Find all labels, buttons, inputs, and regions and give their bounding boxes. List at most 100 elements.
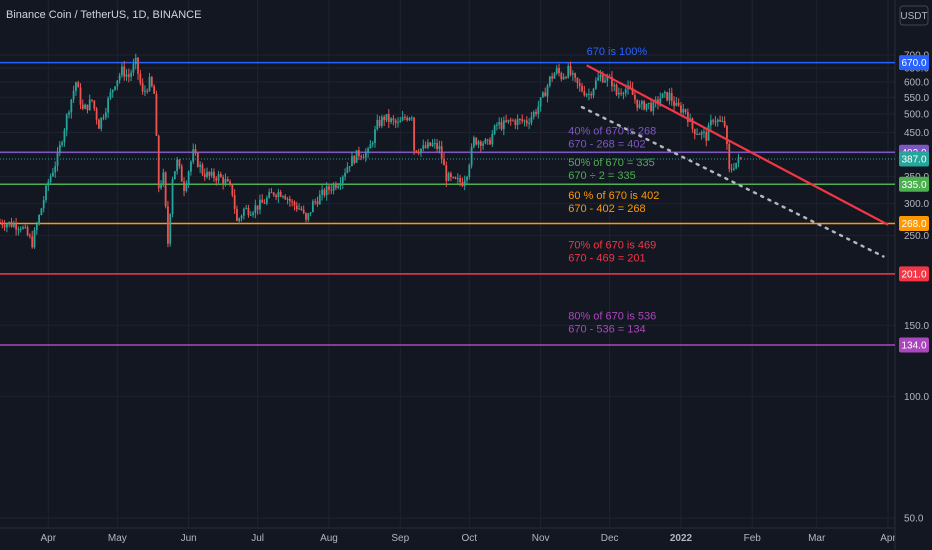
candle-body	[19, 228, 22, 230]
candle-body	[447, 173, 450, 181]
currency-badge-text: USDT	[900, 11, 927, 22]
candle-body	[24, 227, 27, 229]
candle-body	[109, 92, 112, 99]
candle-body	[201, 164, 204, 175]
candle-body	[445, 165, 448, 181]
candle-body	[403, 117, 406, 119]
candle-body	[40, 208, 43, 216]
candle-body	[493, 125, 496, 134]
candle-body	[592, 88, 595, 96]
candle-body	[199, 164, 202, 167]
annotation-text: 670 - 402 = 268	[568, 203, 645, 215]
candle-body	[236, 208, 238, 221]
candle-body	[6, 224, 8, 228]
candle-body	[56, 152, 59, 167]
candle-body	[392, 118, 395, 121]
candle-body	[63, 130, 66, 143]
candle-body	[323, 189, 326, 196]
date-tick-label: Apr	[41, 533, 57, 544]
candle-body	[500, 122, 503, 130]
candle-body	[668, 92, 671, 101]
candle-body	[420, 148, 422, 154]
candle-body	[380, 116, 383, 126]
candle-body	[337, 186, 340, 188]
candle-body	[624, 89, 627, 94]
candle-body	[123, 66, 126, 77]
candle-body	[652, 102, 655, 111]
candle-body	[295, 205, 298, 210]
candle-body	[196, 153, 199, 167]
candle-body	[75, 82, 77, 91]
candle-body	[344, 172, 346, 177]
candle-body	[139, 73, 142, 84]
candle-body	[615, 84, 618, 95]
candle-body	[0, 222, 1, 224]
candle-body	[88, 99, 91, 111]
candle-body	[548, 76, 551, 86]
candle-body	[663, 91, 666, 94]
candle-body	[571, 73, 574, 75]
candle-body	[406, 117, 409, 121]
candle-body	[475, 137, 478, 145]
candle-body	[42, 200, 45, 209]
candle-body	[263, 202, 266, 204]
candle-body	[121, 66, 123, 76]
candle-body	[714, 121, 717, 123]
candle-body	[17, 229, 20, 231]
price-level-badge	[899, 337, 929, 353]
date-tick-label: May	[108, 533, 127, 544]
candle-body	[178, 159, 181, 167]
candle-body	[31, 236, 34, 248]
candle-body	[58, 144, 61, 153]
candle-body	[215, 178, 218, 181]
candle-body	[565, 77, 567, 79]
candle-body	[588, 94, 590, 96]
candle-body	[636, 99, 639, 108]
candle-body	[606, 76, 609, 81]
candle-body	[620, 92, 623, 94]
candle-body	[590, 94, 593, 96]
candle-body	[371, 142, 374, 145]
price-tick-label: 450.0	[904, 128, 929, 139]
candle-body	[270, 192, 273, 194]
candle-body	[52, 172, 54, 177]
candle-body	[146, 90, 149, 92]
candle-body	[357, 150, 360, 157]
dotted-projection-line	[580, 105, 885, 258]
candle-body	[558, 67, 560, 74]
price-level-badge-text: 201.0	[901, 269, 926, 280]
price-level-badge	[899, 215, 929, 231]
candle-body	[622, 93, 625, 95]
candle-body	[542, 92, 544, 98]
candle-body	[507, 119, 510, 122]
candle-body	[367, 148, 369, 153]
candle-body	[134, 57, 137, 65]
candle-body	[376, 120, 379, 130]
candle-body	[567, 65, 570, 78]
candle-body	[440, 146, 443, 160]
price-level-badge	[899, 151, 929, 167]
candle-body	[15, 223, 18, 230]
candle-body	[399, 120, 402, 123]
candle-body	[394, 120, 397, 124]
candle-body	[431, 143, 434, 146]
date-tick-label: Dec	[601, 533, 619, 544]
candle-body	[8, 221, 11, 225]
candle-body	[305, 212, 307, 220]
price-level-badge-text: 335.0	[901, 180, 926, 191]
candle-body	[157, 135, 160, 189]
candle-body	[553, 73, 556, 79]
candle-body	[417, 152, 420, 154]
candle-body	[364, 152, 367, 158]
candle-body	[532, 111, 535, 117]
candle-body	[261, 199, 264, 203]
candle-body	[585, 94, 588, 96]
candle-body	[293, 201, 296, 206]
candle-body	[383, 116, 386, 121]
candle-body	[81, 104, 84, 109]
candle-body	[224, 179, 227, 184]
candle-body	[226, 179, 229, 182]
candle-body	[682, 109, 685, 113]
date-tick-label: Apr	[880, 533, 896, 544]
